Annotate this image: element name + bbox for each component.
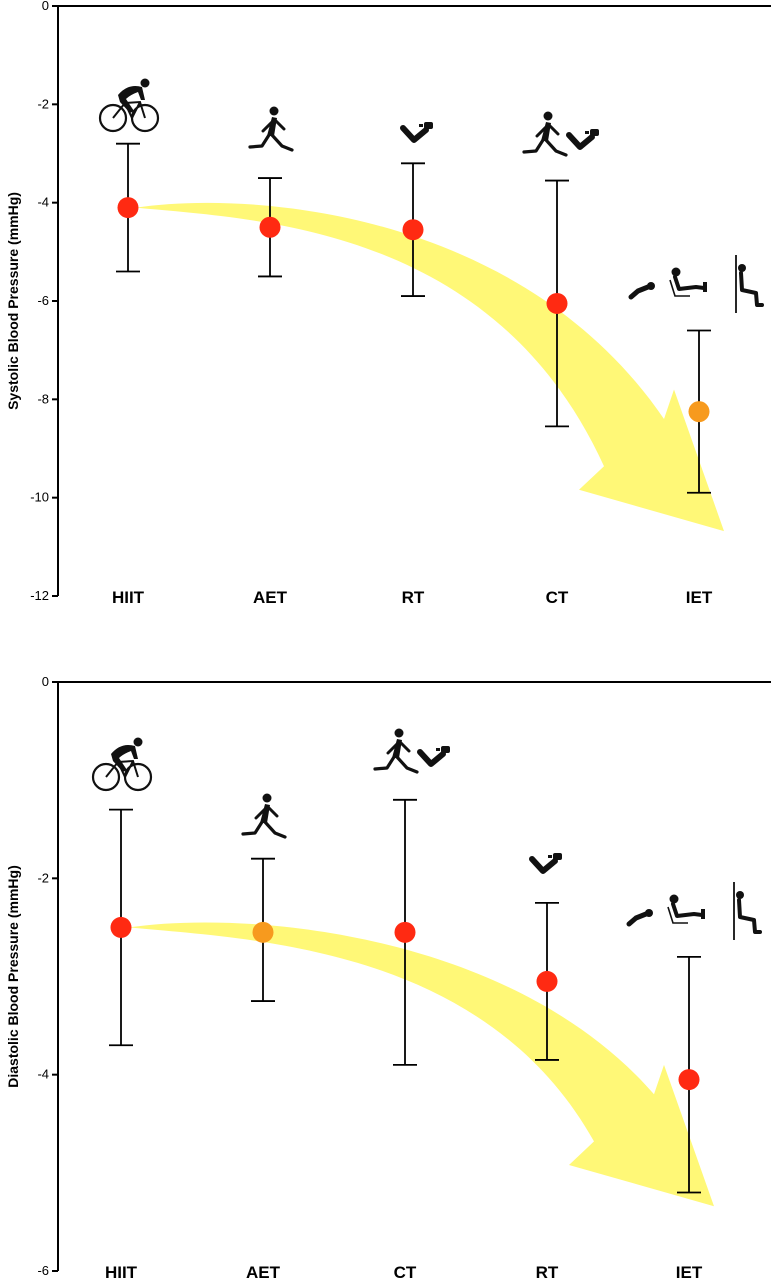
y-axis-title: Systolic Blood Pressure (mmHg) — [5, 192, 21, 410]
cyclist-icon — [91, 737, 153, 792]
y-tick-label: -8 — [37, 391, 49, 406]
bike-wheel-rear — [98, 103, 128, 133]
handgrip-fist — [647, 282, 655, 290]
data-point[interactable] — [402, 219, 424, 241]
runner-head — [262, 793, 272, 803]
dumbbell-weight — [441, 746, 450, 753]
category-label: HIIT — [105, 1263, 138, 1280]
data-point[interactable] — [678, 1069, 700, 1091]
wallsquat-head — [736, 891, 744, 899]
y-tick-label: -2 — [37, 870, 49, 885]
runner-legs — [248, 133, 294, 152]
category-label: IET — [676, 1263, 703, 1280]
y-tick-label: -4 — [37, 195, 49, 210]
legpress-body — [673, 275, 706, 291]
arm-segment — [566, 132, 595, 150]
runner-torso — [392, 739, 402, 758]
runner-arms — [386, 741, 411, 755]
diastolic-panel: 0 -2 -4 -6 Diastolic Blood Pressure (mmHg) HI… — [5, 674, 771, 1282]
dumbbell-handle — [436, 748, 440, 751]
arm-curl-icon — [400, 122, 433, 143]
cyclist-icon — [98, 78, 160, 133]
wallsquat-body — [739, 271, 764, 307]
runner-legs — [241, 820, 287, 839]
runner-icon — [241, 793, 287, 839]
y-tick-label: 0 — [42, 674, 49, 689]
runner-legs — [373, 755, 419, 774]
category-label: AET — [253, 588, 288, 607]
legpress-plate — [701, 909, 705, 919]
runner-torso — [260, 804, 270, 823]
y-tick-label: -4 — [37, 1067, 49, 1082]
runner-and-arm-curl-icon — [522, 111, 599, 157]
data-point[interactable] — [536, 970, 558, 992]
runner-torso — [267, 117, 277, 136]
y-tick-label: 0 — [42, 0, 49, 13]
rider-head — [140, 78, 150, 88]
category-label: AET — [246, 1263, 281, 1280]
category-label: CT — [394, 1263, 417, 1280]
dumbbell-handle — [585, 131, 589, 134]
systolic-panel: 0 -2 -4 -6 -8 -10 -12 Systolic Blood Pressure (… — [5, 0, 771, 607]
dumbbell-handle — [548, 855, 552, 858]
runner-arms — [535, 124, 560, 138]
data-point[interactable] — [117, 197, 139, 219]
y-tick-label: -6 — [37, 293, 49, 308]
dumbbell-handle — [419, 124, 423, 127]
category-label: RT — [536, 1263, 559, 1280]
arm-segment — [529, 856, 558, 874]
data-point[interactable] — [252, 921, 274, 943]
data-point[interactable] — [688, 401, 710, 423]
category-label: CT — [546, 588, 569, 607]
category-label: IET — [686, 588, 713, 607]
trend-arrow — [136, 202, 724, 532]
runner-legs — [522, 138, 568, 157]
wallsquat-body — [737, 898, 762, 934]
rider-head — [133, 737, 143, 747]
arm-curl-icon — [529, 853, 562, 874]
handgrip-legpress-wallsquat-icon — [626, 882, 762, 940]
legpress-plate — [703, 282, 707, 292]
rider-body — [111, 745, 138, 772]
bike-wheel-rear — [91, 762, 121, 792]
runner-and-arm-curl-icon — [373, 728, 450, 774]
y-tick-label: -2 — [37, 96, 49, 111]
runner-torso — [541, 122, 551, 141]
data-point[interactable] — [394, 921, 416, 943]
category-label: HIIT — [112, 588, 145, 607]
trend-arrow — [129, 922, 714, 1207]
y-tick-label: -10 — [30, 490, 49, 505]
data-point[interactable] — [110, 916, 132, 938]
dumbbell-weight — [590, 129, 599, 136]
arm-segment — [400, 125, 429, 143]
runner-arms — [254, 806, 279, 820]
runner-arms — [261, 119, 286, 133]
y-axis-title: Diastolic Blood Pressure (mmHg) — [5, 865, 21, 1088]
arm-segment — [417, 749, 446, 767]
wallsquat-head — [738, 264, 746, 272]
runner-head — [543, 111, 553, 121]
handgrip-fist — [645, 909, 653, 917]
legpress-head — [669, 894, 679, 904]
legpress-seat — [669, 279, 690, 297]
handgrip-legpress-wallsquat-icon — [628, 255, 764, 313]
data-point[interactable] — [259, 216, 281, 238]
handgrip-arm — [628, 284, 651, 300]
legpress-head — [671, 267, 681, 277]
dumbbell-weight — [424, 122, 433, 129]
dumbbell-weight — [553, 853, 562, 860]
category-label: RT — [402, 588, 425, 607]
y-tick-label: -6 — [37, 1263, 49, 1278]
runner-head — [394, 728, 404, 738]
legpress-seat — [667, 906, 688, 924]
runner-head — [269, 106, 279, 116]
legpress-body — [671, 902, 704, 918]
y-tick-label: -12 — [30, 588, 49, 603]
data-point[interactable] — [546, 292, 568, 314]
runner-icon — [248, 106, 294, 152]
rider-body — [118, 86, 145, 113]
handgrip-arm — [626, 911, 649, 927]
